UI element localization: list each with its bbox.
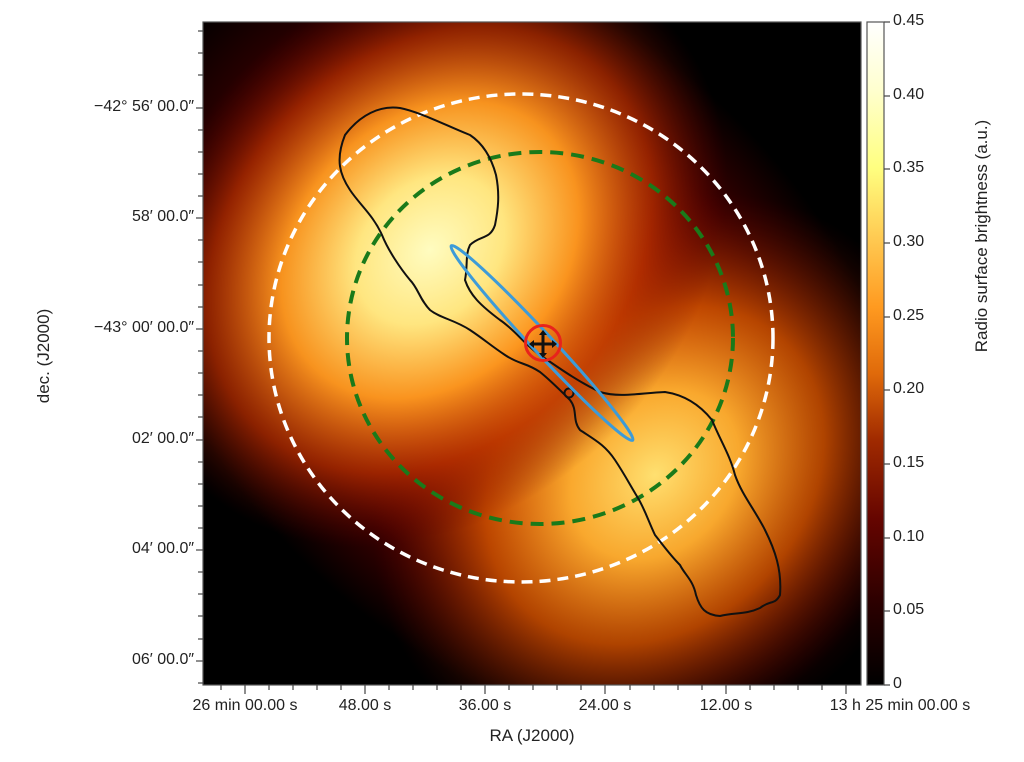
colorbar-ticks bbox=[884, 21, 890, 686]
y-tick-label: 04′ 00.0″ bbox=[131, 540, 194, 557]
colorbar-tick-label: 0.25 bbox=[893, 307, 925, 324]
x-tick-label: 48.00 s bbox=[338, 697, 392, 714]
y-axis-title: dec. (J2000) bbox=[34, 308, 53, 404]
x-ticks bbox=[220, 685, 847, 694]
colorbar-tick-label: 0.15 bbox=[893, 454, 925, 471]
white-dashed-ellipse bbox=[267, 92, 775, 584]
y-tick-label: 02′ 00.0″ bbox=[131, 430, 194, 447]
y-tick-label: −42° 56′ 00.0″ bbox=[93, 98, 194, 115]
colorbar-tick-label: 0.35 bbox=[893, 159, 925, 176]
blue-ellipse bbox=[449, 243, 635, 443]
cross-marker-icon bbox=[531, 332, 555, 356]
y-ticks bbox=[196, 30, 203, 684]
colorbar-tick-label: 0.10 bbox=[893, 528, 925, 545]
black-contour bbox=[338, 106, 782, 618]
x-tick-label: 12.00 s bbox=[699, 697, 753, 714]
plot-frame bbox=[202, 21, 862, 686]
colorbar-tick-label: 0.45 bbox=[893, 12, 925, 29]
colorbar-tick-label: 0.40 bbox=[893, 86, 925, 103]
red-circle bbox=[524, 324, 562, 362]
colorbar-tick-label: 0 bbox=[893, 675, 902, 692]
y-tick-label: 58′ 00.0″ bbox=[131, 208, 194, 225]
heatmap-image bbox=[203, 22, 861, 685]
y-tick-label: 06′ 00.0″ bbox=[131, 651, 194, 668]
colorbar-tick-label: 0.30 bbox=[893, 233, 925, 250]
small-black-circle bbox=[563, 387, 575, 399]
colorbar bbox=[866, 21, 885, 686]
x-tick-label: 36.00 s bbox=[458, 697, 512, 714]
x-tick-label: 24.00 s bbox=[578, 697, 632, 714]
x-tick-label: 26 min 00.00 s bbox=[192, 697, 298, 714]
colorbar-tick-label: 0.05 bbox=[893, 601, 925, 618]
green-dashed-circle bbox=[345, 150, 735, 526]
colorbar-tick-label: 0.20 bbox=[893, 380, 925, 397]
colorbar-title: Radio surface brightness (a.u.) bbox=[972, 119, 991, 353]
x-tick-label: 13 h 25 min 00.00 s bbox=[829, 697, 971, 714]
y-tick-label: −43° 00′ 00.0″ bbox=[93, 319, 194, 336]
x-axis-title: RA (J2000) bbox=[489, 726, 575, 745]
